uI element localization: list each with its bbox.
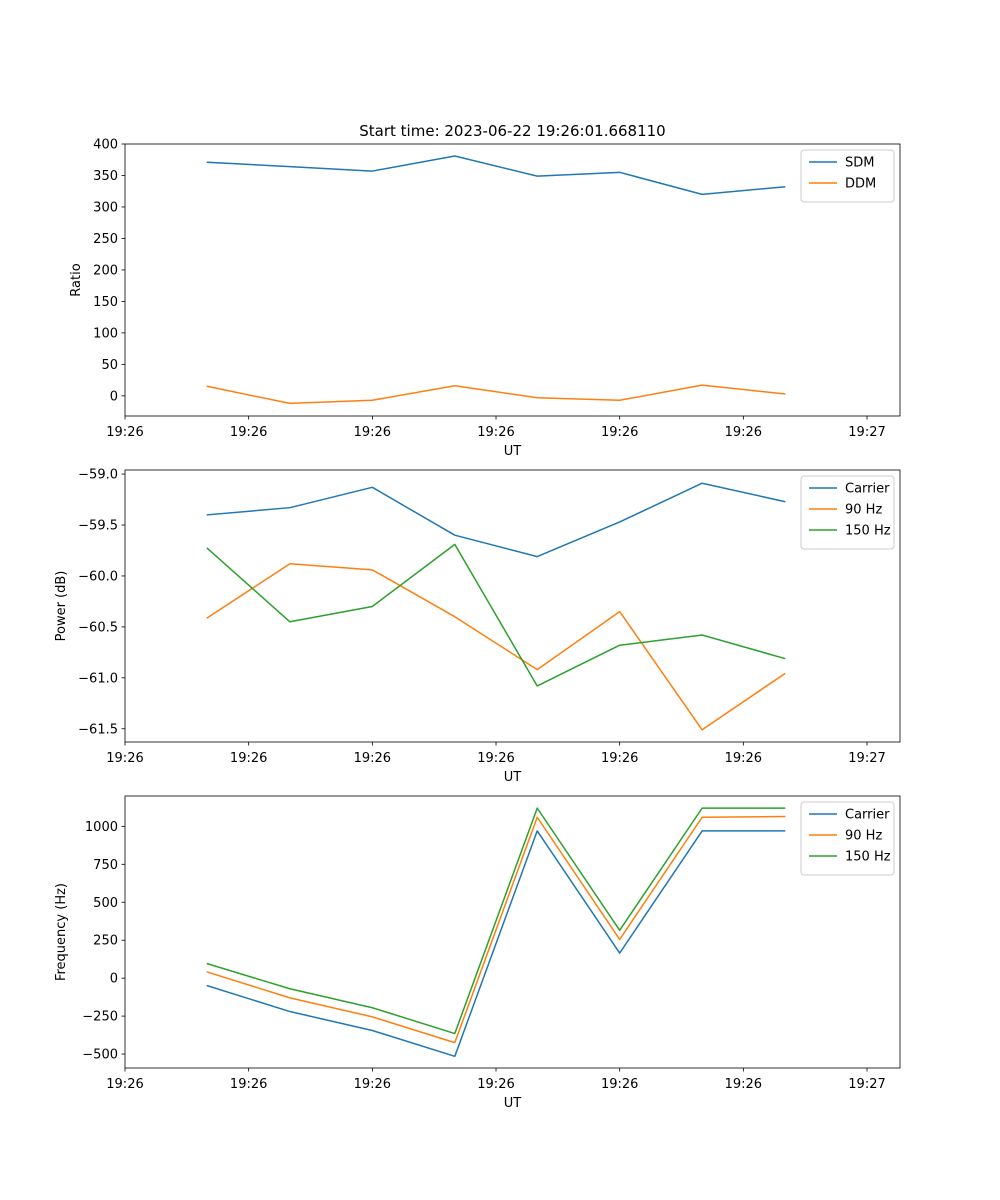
ratio-legend: SDM DDM bbox=[800, 149, 895, 203]
frequency-xtick-label: 19:26 bbox=[354, 1077, 391, 1092]
ratio-legend-label: SDM bbox=[845, 156, 874, 171]
power-y-axis-label: Power (dB) bbox=[54, 571, 69, 642]
ratio-xtick-label: 19:26 bbox=[354, 425, 391, 440]
ratio-legend-box bbox=[800, 149, 895, 203]
ratio-ytick-label: 50 bbox=[101, 358, 118, 373]
power-series-line-0 bbox=[206, 482, 786, 558]
frequency-series-line-1 bbox=[206, 815, 786, 1044]
ratio-ytick-label: 300 bbox=[93, 200, 118, 215]
frequency-ytick-label: 250 bbox=[93, 934, 118, 949]
frequency-xtick-label: 19:27 bbox=[848, 1077, 885, 1092]
power-legend: Carrier 90 Hz 150 Hz bbox=[800, 475, 895, 550]
power-legend-label: 150 Hz bbox=[845, 524, 891, 539]
frequency-axes-frame bbox=[124, 795, 901, 1069]
subplot-panels: 0 50 100 150 200 250 300 350 400 19:26 19:26 19:26 1… bbox=[54, 138, 901, 1111]
frequency-legend-label: Carrier bbox=[845, 808, 890, 823]
frequency-ytick-label: 750 bbox=[93, 858, 118, 873]
power-ytick-label: −61.5 bbox=[78, 722, 118, 737]
power-series-line-1 bbox=[206, 562, 786, 731]
frequency-xtick-label: 19:26 bbox=[601, 1077, 638, 1092]
power-chart: −61.5 −61.0 −60.5 −60.0 −59.5 −59.0 19:26 19:26… bbox=[54, 468, 901, 785]
frequency-legend-label: 150 Hz bbox=[845, 850, 891, 865]
frequency-xtick-label: 19:26 bbox=[106, 1077, 143, 1092]
power-legend-label: 90 Hz bbox=[845, 503, 882, 518]
power-xtick-label: 19:26 bbox=[230, 751, 267, 766]
frequency-x-axis-label: UT bbox=[504, 1096, 522, 1111]
ratio-chart: 0 50 100 150 200 250 300 350 400 19:26 19:26 19:26 1… bbox=[69, 138, 901, 459]
power-xtick-label: 19:27 bbox=[848, 751, 885, 766]
power-xtick-label: 19:26 bbox=[725, 751, 762, 766]
ratio-ytick-label: 0 bbox=[110, 389, 118, 404]
ratio-ytick-label: 350 bbox=[93, 169, 118, 184]
ratio-ytick-label: 250 bbox=[93, 232, 118, 247]
ratio-ytick-label: 100 bbox=[93, 326, 118, 341]
ratio-xtick-label: 19:27 bbox=[848, 425, 885, 440]
frequency-y-axis-label: Frequency (Hz) bbox=[54, 883, 69, 981]
power-xtick-label: 19:26 bbox=[601, 751, 638, 766]
frequency-legend-label: 90 Hz bbox=[845, 829, 882, 844]
power-ytick-label: −60.5 bbox=[78, 620, 118, 635]
power-ytick-label: −59.5 bbox=[78, 519, 118, 534]
ratio-legend-label: DDM bbox=[845, 177, 876, 192]
ratio-ytick-label: 400 bbox=[93, 138, 118, 153]
power-xtick-label: 19:26 bbox=[354, 751, 391, 766]
frequency-ytick-label: 1000 bbox=[85, 820, 118, 835]
frequency-chart: −500 −250 0 250 500 750 1000 19:26 19:26 19:26 19:… bbox=[54, 795, 901, 1111]
ratio-ytick-label: 150 bbox=[93, 295, 118, 310]
ratio-xtick-label: 19:26 bbox=[725, 425, 762, 440]
figure-title: Start time: 2023-06-22 19:26:01.668110 bbox=[359, 122, 665, 140]
power-ytick-label: −59.0 bbox=[78, 468, 118, 483]
ratio-axes-frame bbox=[124, 143, 901, 417]
power-xtick-label: 19:26 bbox=[477, 751, 514, 766]
frequency-series-line-2 bbox=[206, 807, 786, 1035]
frequency-xtick-label: 19:26 bbox=[725, 1077, 762, 1092]
ratio-y-axis-label: Ratio bbox=[69, 263, 84, 296]
power-series-line-2 bbox=[206, 543, 786, 687]
power-legend-label: Carrier bbox=[845, 482, 890, 497]
frequency-ytick-label: 0 bbox=[110, 972, 118, 987]
frequency-ytick-label: −250 bbox=[82, 1010, 118, 1025]
ratio-xtick-label: 19:26 bbox=[106, 425, 143, 440]
ratio-xtick-label: 19:26 bbox=[477, 425, 514, 440]
frequency-legend: Carrier 90 Hz 150 Hz bbox=[800, 801, 895, 876]
ratio-ytick-label: 200 bbox=[93, 263, 118, 278]
power-x-axis-label: UT bbox=[504, 770, 522, 785]
frequency-xtick-label: 19:26 bbox=[477, 1077, 514, 1092]
frequency-ytick-label: −500 bbox=[82, 1048, 118, 1063]
ratio-series-line-1 bbox=[206, 384, 786, 405]
ratio-x-axis-label: UT bbox=[504, 444, 522, 459]
power-ytick-label: −60.0 bbox=[78, 569, 118, 584]
ratio-xtick-label: 19:26 bbox=[230, 425, 267, 440]
frequency-series-line-0 bbox=[206, 830, 786, 1058]
power-axes-frame bbox=[124, 469, 901, 743]
power-xtick-label: 19:26 bbox=[106, 751, 143, 766]
power-ytick-label: −61.0 bbox=[78, 671, 118, 686]
ratio-series-line-0 bbox=[206, 155, 786, 196]
ratio-xtick-label: 19:26 bbox=[601, 425, 638, 440]
frequency-xtick-label: 19:26 bbox=[230, 1077, 267, 1092]
frequency-ytick-label: 500 bbox=[93, 896, 118, 911]
